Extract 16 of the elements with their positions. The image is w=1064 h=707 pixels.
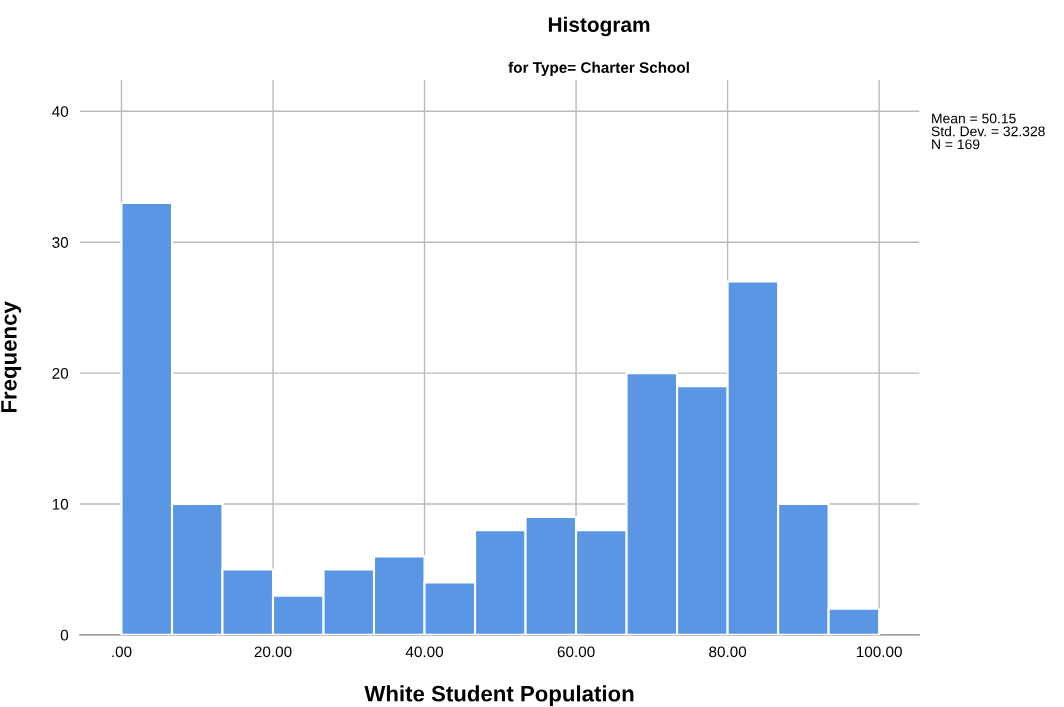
chart-subtitle: for Type= Charter School [508,61,689,76]
x-axis-title: White Student Population [364,685,634,706]
x-tick-label: 100.00 [856,646,902,658]
text: Mean = 50.15 Std. Dev. = 32.328 N = 169 [931,113,1045,150]
y-tick-label: 0 [60,629,69,641]
y-tick-label: 20 [52,367,69,379]
x-tick-label: 20.00 [254,646,292,658]
x-tick-label: 80.00 [709,646,747,658]
x-tick-label: 60.00 [557,646,595,658]
x-tick-label: 40.00 [405,646,444,658]
y-tick-label: 30 [52,237,69,248]
y-tick-label: 10 [52,498,69,510]
chart-title: Histogram [548,16,650,37]
x-tick-label: .00 [112,646,132,658]
y-tick-label: 40 [52,106,69,117]
y-axis-title: Frequency [1,301,22,413]
